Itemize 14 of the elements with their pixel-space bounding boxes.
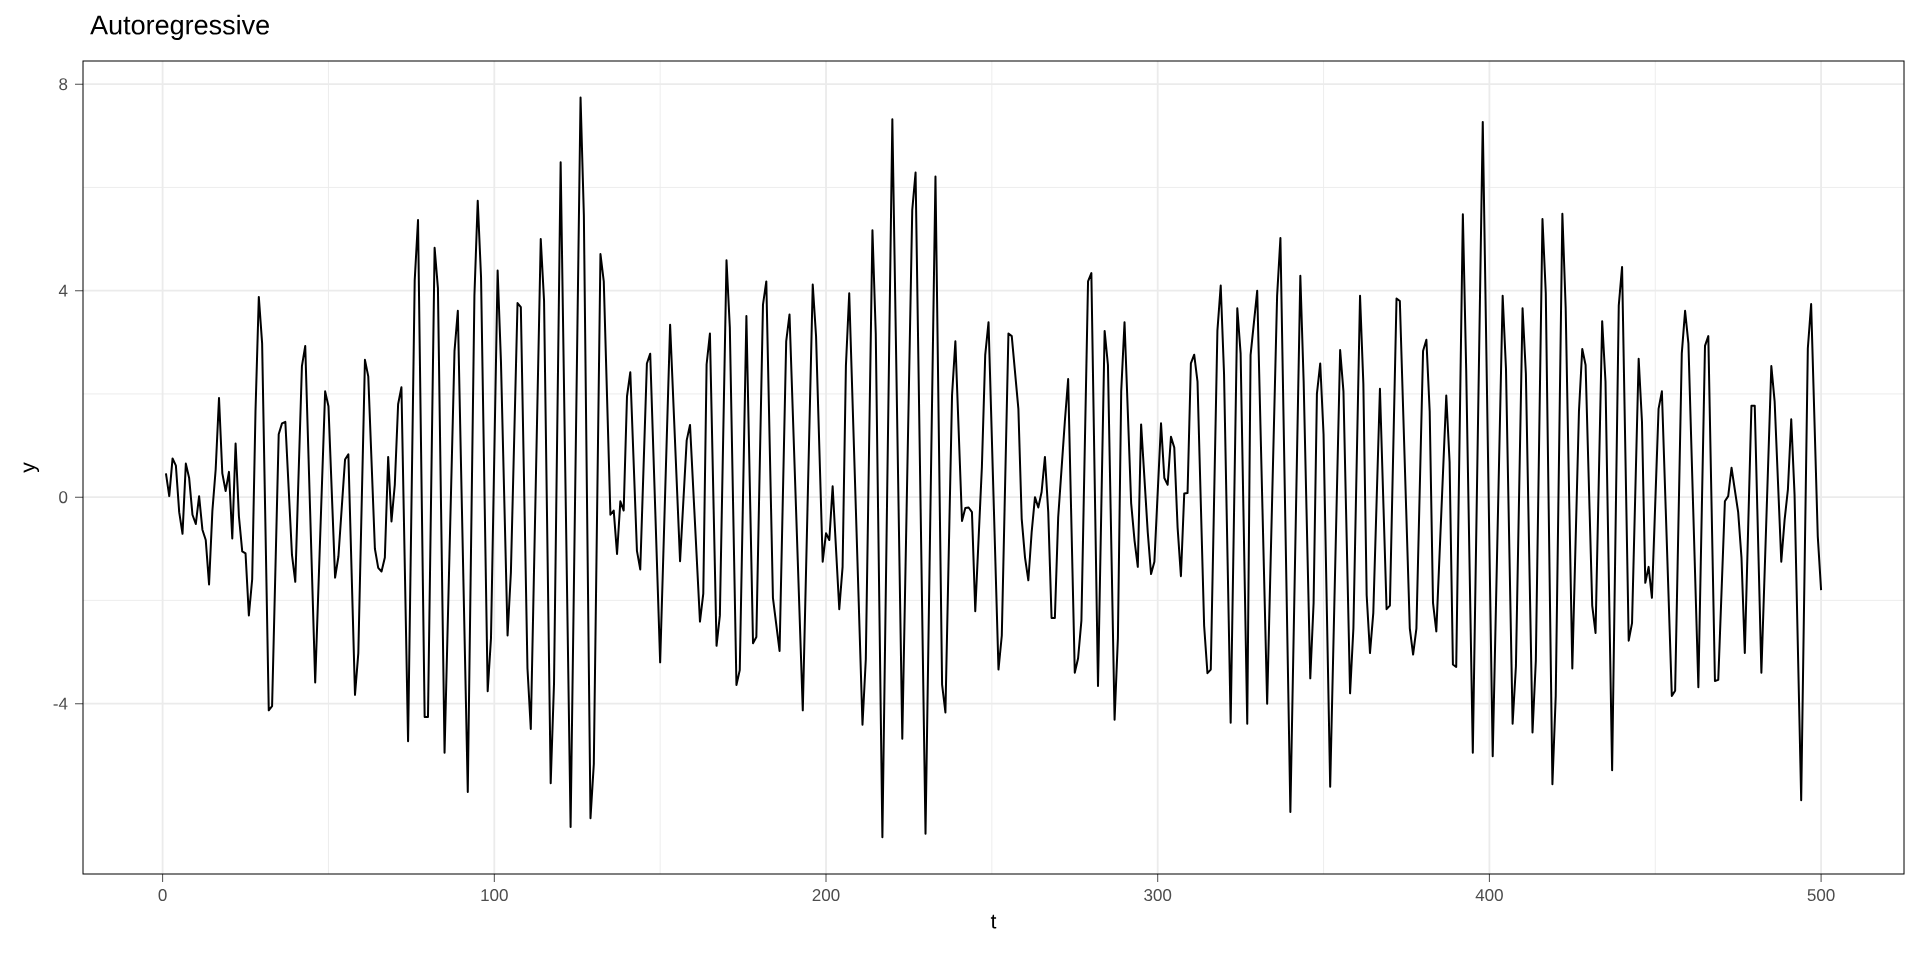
y-tick-label: -4 (53, 697, 68, 710)
x-tick-label: 400 (1475, 889, 1503, 902)
x-tick-label: 300 (1144, 889, 1172, 902)
line-series (164, 96, 1823, 839)
x-axis-title: t (990, 914, 997, 929)
x-tick-label: 100 (481, 889, 508, 902)
y-axis-title: y (23, 462, 40, 473)
x-tick-label: 500 (1807, 889, 1835, 902)
y-tick-label: 4 (58, 284, 68, 297)
x-tick-label: 0 (158, 889, 167, 902)
y-tick-label: 8 (59, 78, 68, 91)
x-tick-label: 200 (812, 889, 840, 902)
chart-title: Autoregressive (90, 14, 269, 40)
y-tick-label: 0 (59, 491, 68, 504)
